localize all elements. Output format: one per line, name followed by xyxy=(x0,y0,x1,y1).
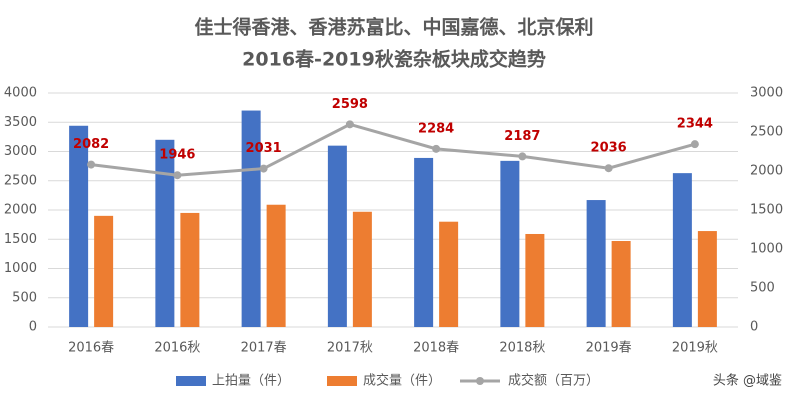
line-marker xyxy=(87,160,96,169)
bar xyxy=(672,173,692,327)
line-marker xyxy=(604,164,613,173)
y2-tick-label: 3000 xyxy=(750,86,783,101)
x-tick-label: 2019秋 xyxy=(672,341,718,356)
legend-label: 上拍量（件） xyxy=(212,374,290,389)
bar xyxy=(352,211,372,327)
y2-tick-label: 1500 xyxy=(750,203,783,218)
x-tick-label: 2017秋 xyxy=(327,341,373,356)
y2-tick-label: 1000 xyxy=(750,242,783,257)
data-label: 1946 xyxy=(159,148,195,163)
line-marker xyxy=(690,140,699,149)
bar xyxy=(180,212,200,327)
legend-swatch xyxy=(327,376,357,386)
data-label: 2036 xyxy=(591,141,627,156)
y2-tick-label: 500 xyxy=(750,281,775,296)
y-tick-label: 0 xyxy=(29,320,37,335)
bar xyxy=(586,200,606,327)
y2-tick-label: 2000 xyxy=(750,164,783,179)
y-tick-label: 3500 xyxy=(4,115,37,130)
chart-title: 佳士得香港、香港苏富比、中国嘉德、北京保利 xyxy=(194,16,593,39)
y-tick-label: 1500 xyxy=(4,232,37,247)
legend-label: 成交额（百万） xyxy=(508,373,599,389)
line-marker xyxy=(259,164,268,173)
bar xyxy=(94,215,114,327)
x-tick-label: 2017春 xyxy=(241,341,287,356)
y2-tick-label: 0 xyxy=(750,320,758,335)
watermark: 头条 @域鉴 xyxy=(713,373,782,389)
bar xyxy=(500,160,520,327)
bar xyxy=(266,204,286,327)
x-tick-label: 2018秋 xyxy=(499,341,545,356)
y-tick-label: 2000 xyxy=(4,203,37,218)
bar xyxy=(611,241,631,327)
y2-tick-label: 2500 xyxy=(750,125,783,140)
bar xyxy=(439,221,459,327)
legend-swatch xyxy=(476,377,484,385)
data-label: 2344 xyxy=(677,117,713,132)
x-tick-label: 2016秋 xyxy=(154,341,200,356)
y-tick-label: 500 xyxy=(12,290,37,305)
data-label: 2598 xyxy=(332,97,368,112)
data-label: 2082 xyxy=(73,137,109,152)
y-tick-label: 2500 xyxy=(4,173,37,188)
data-label: 2187 xyxy=(504,129,540,144)
y-tick-label: 4000 xyxy=(4,86,37,101)
line xyxy=(90,122,696,177)
y-tick-label: 3000 xyxy=(4,144,37,159)
line-marker xyxy=(345,120,354,129)
legend-swatch xyxy=(176,376,206,386)
chart-title: 2016春-2019秋瓷杂板块成交趋势 xyxy=(242,48,546,71)
bar xyxy=(697,231,717,327)
bar xyxy=(155,139,175,327)
bar xyxy=(327,145,347,327)
legend-label: 成交量（件） xyxy=(363,373,441,389)
bar xyxy=(414,157,434,327)
y-tick-label: 1000 xyxy=(4,261,37,276)
line-marker xyxy=(173,171,182,180)
data-label: 2031 xyxy=(246,141,282,156)
x-tick-label: 2018春 xyxy=(413,341,459,356)
bar xyxy=(525,233,545,327)
bar xyxy=(69,125,89,327)
bar xyxy=(241,110,261,327)
x-tick-label: 2019春 xyxy=(586,341,632,356)
data-label: 2284 xyxy=(418,121,454,136)
x-tick-label: 2016春 xyxy=(68,341,114,356)
line-marker xyxy=(518,152,527,161)
line-marker xyxy=(432,144,441,153)
